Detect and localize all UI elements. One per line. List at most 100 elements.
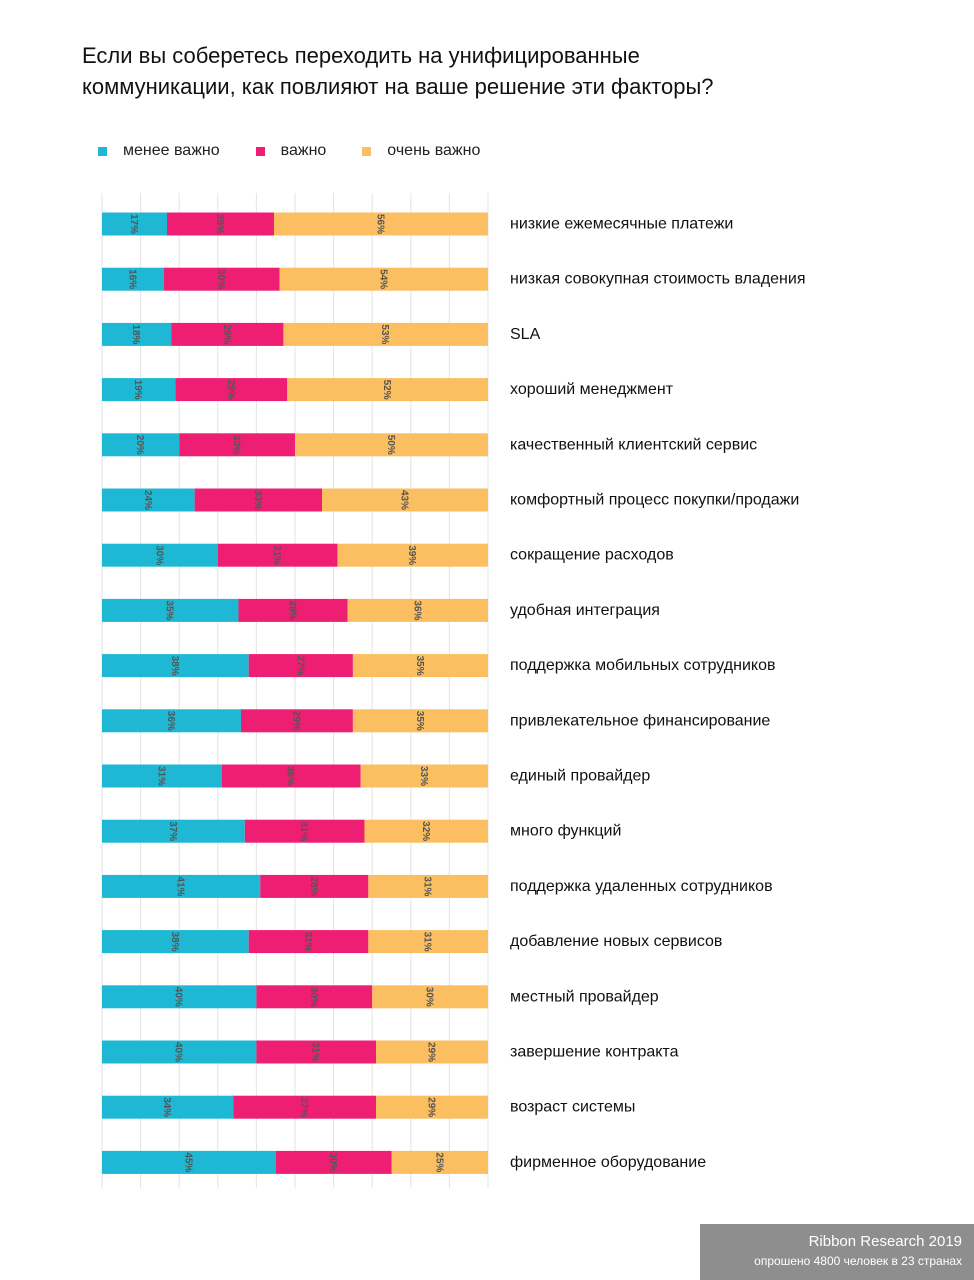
category-label: удобная интеграция (510, 602, 660, 619)
data-label: 31% (302, 932, 313, 952)
bar-segment-important (248, 654, 353, 678)
bar-segment-less-important (102, 267, 164, 291)
bar-segment-very-important (364, 819, 488, 843)
data-label: 31% (155, 766, 166, 786)
data-label: 50% (385, 435, 396, 455)
data-label: 29% (426, 1097, 437, 1117)
bar-segment-less-important (102, 378, 176, 402)
category-label: поддержка мобильных сотрудников (510, 657, 775, 674)
bar-segment-less-important (102, 930, 249, 954)
data-label: 52% (381, 380, 392, 400)
data-label: 31% (310, 1042, 321, 1062)
data-label: 54% (377, 269, 388, 289)
bar-segment-important (256, 1040, 377, 1064)
bar-segment-very-important (337, 543, 488, 567)
data-label: 31% (422, 932, 433, 952)
bar-segment-very-important (368, 874, 488, 898)
data-label: 28% (214, 214, 225, 234)
data-label: 37% (167, 821, 178, 841)
data-label: 30% (308, 987, 319, 1007)
data-label: 31% (271, 545, 282, 565)
data-label: 34% (161, 1097, 172, 1117)
bar-segment-important (179, 433, 295, 457)
data-label: 29% (426, 1042, 437, 1062)
data-label: 41% (175, 876, 186, 896)
bar-segment-very-important (283, 322, 488, 346)
data-label: 30% (424, 987, 435, 1007)
data-label: 29% (221, 324, 232, 344)
bar-segment-less-important (102, 819, 245, 843)
data-label: 16% (126, 269, 137, 289)
data-label: 29% (225, 380, 236, 400)
data-label: 56% (374, 214, 385, 234)
bar-segment-important (256, 985, 373, 1009)
bar-segment-important (221, 764, 361, 788)
bar-segment-important (238, 598, 348, 622)
data-label: 38% (169, 932, 180, 952)
bar-segment-less-important (102, 1150, 276, 1174)
data-label: 35% (414, 656, 425, 676)
stacked-bar-chart: 17% 28% 56% низкие ежемесячные платежи 16% 30… (101, 193, 805, 1188)
data-label: 40% (173, 1042, 184, 1062)
data-label: 36% (285, 766, 296, 786)
data-label: 53% (379, 324, 390, 344)
bar-segment-important (217, 543, 338, 567)
chart-title-line-2: коммуникации, как повлияют на ваше решен… (82, 74, 714, 99)
data-label: 33% (418, 766, 429, 786)
bar-segment-very-important (273, 212, 488, 236)
bar-segment-very-important (376, 1095, 488, 1119)
category-label: качественный клиентский сервис (510, 436, 757, 453)
bar-segment-less-important (102, 709, 241, 733)
bar-segment-less-important (102, 322, 172, 346)
chart-title: Если вы соберетесь переходить на унифици… (82, 40, 942, 102)
bar-segment-very-important (322, 488, 488, 512)
category-label: фирменное оборудование (510, 1154, 706, 1171)
data-label: 36% (165, 711, 176, 731)
data-label: 28% (308, 876, 319, 896)
bar-segment-important (175, 378, 288, 402)
bar-segment-very-important (347, 598, 488, 622)
bar-segment-important (240, 709, 353, 733)
data-label: 31% (422, 876, 433, 896)
category-label: много функций (510, 823, 621, 840)
data-label: 38% (169, 656, 180, 676)
legend-item-less-important: менее важно (98, 142, 220, 160)
bar-segment-very-important (279, 267, 488, 291)
data-label: 20% (134, 435, 145, 455)
data-label: 24% (142, 490, 153, 510)
bar-segment-important (275, 1150, 392, 1174)
bar-segment-important (233, 1095, 377, 1119)
chart-title-line-1: Если вы соберетесь переходить на унифици… (82, 43, 640, 68)
bar-segment-less-important (102, 764, 222, 788)
data-label: 45% (182, 1152, 193, 1172)
bar-segment-very-important (368, 930, 488, 954)
category-label: SLA (510, 326, 541, 343)
data-label: 40% (173, 987, 184, 1007)
bar-segment-very-important (352, 709, 488, 733)
bar-segment-very-important (352, 654, 488, 678)
legend-label-less-important: менее важно (123, 142, 220, 159)
data-label: 43% (399, 490, 410, 510)
category-label: завершение контракта (510, 1044, 679, 1061)
category-label: поддержка удаленных сотрудников (510, 878, 773, 895)
legend-swatch-less-important (98, 146, 107, 156)
category-label: привлекательное финансирование (510, 712, 770, 729)
data-label: 18% (130, 324, 141, 344)
bar-segment-less-important (102, 543, 218, 567)
bar-segment-less-important (102, 985, 257, 1009)
bar-segment-very-important (287, 378, 488, 402)
data-label: 33% (252, 490, 263, 510)
category-label: сокращение расходов (510, 547, 674, 564)
data-label: 30% (153, 545, 164, 565)
data-label: 19% (132, 380, 143, 400)
data-label: 25% (433, 1152, 444, 1172)
legend-label-very-important: очень важно (387, 142, 481, 159)
bar-segment-less-important (102, 598, 239, 622)
data-label: 39% (406, 545, 417, 565)
bar-segment-important (171, 322, 284, 346)
legend-swatch-important (255, 146, 265, 156)
data-label: 35% (164, 600, 175, 620)
bar-segment-important (163, 267, 280, 291)
bar-segment-less-important (102, 433, 180, 457)
legend-item-very-important: очень важно (362, 142, 480, 160)
